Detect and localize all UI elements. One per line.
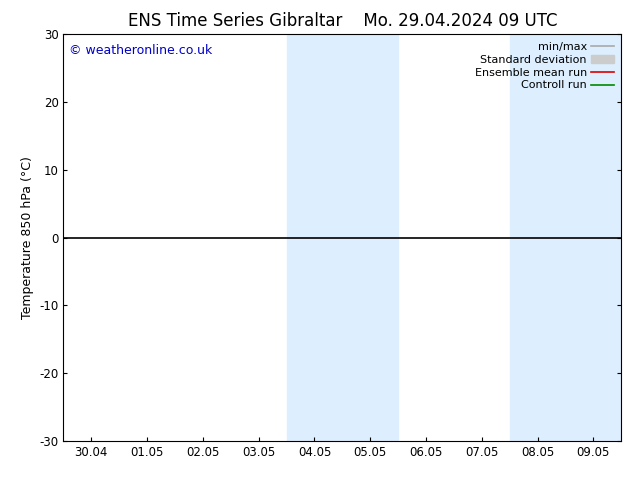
- Title: ENS Time Series Gibraltar    Mo. 29.04.2024 09 UTC: ENS Time Series Gibraltar Mo. 29.04.2024…: [127, 12, 557, 30]
- Bar: [510, 34, 621, 441]
- Text: © weatheronline.co.uk: © weatheronline.co.uk: [69, 45, 212, 57]
- Legend: min/max, Standard deviation, Ensemble mean run, Controll run: min/max, Standard deviation, Ensemble me…: [472, 40, 616, 93]
- Bar: [287, 34, 398, 441]
- Y-axis label: Temperature 850 hPa (°C): Temperature 850 hPa (°C): [21, 156, 34, 319]
